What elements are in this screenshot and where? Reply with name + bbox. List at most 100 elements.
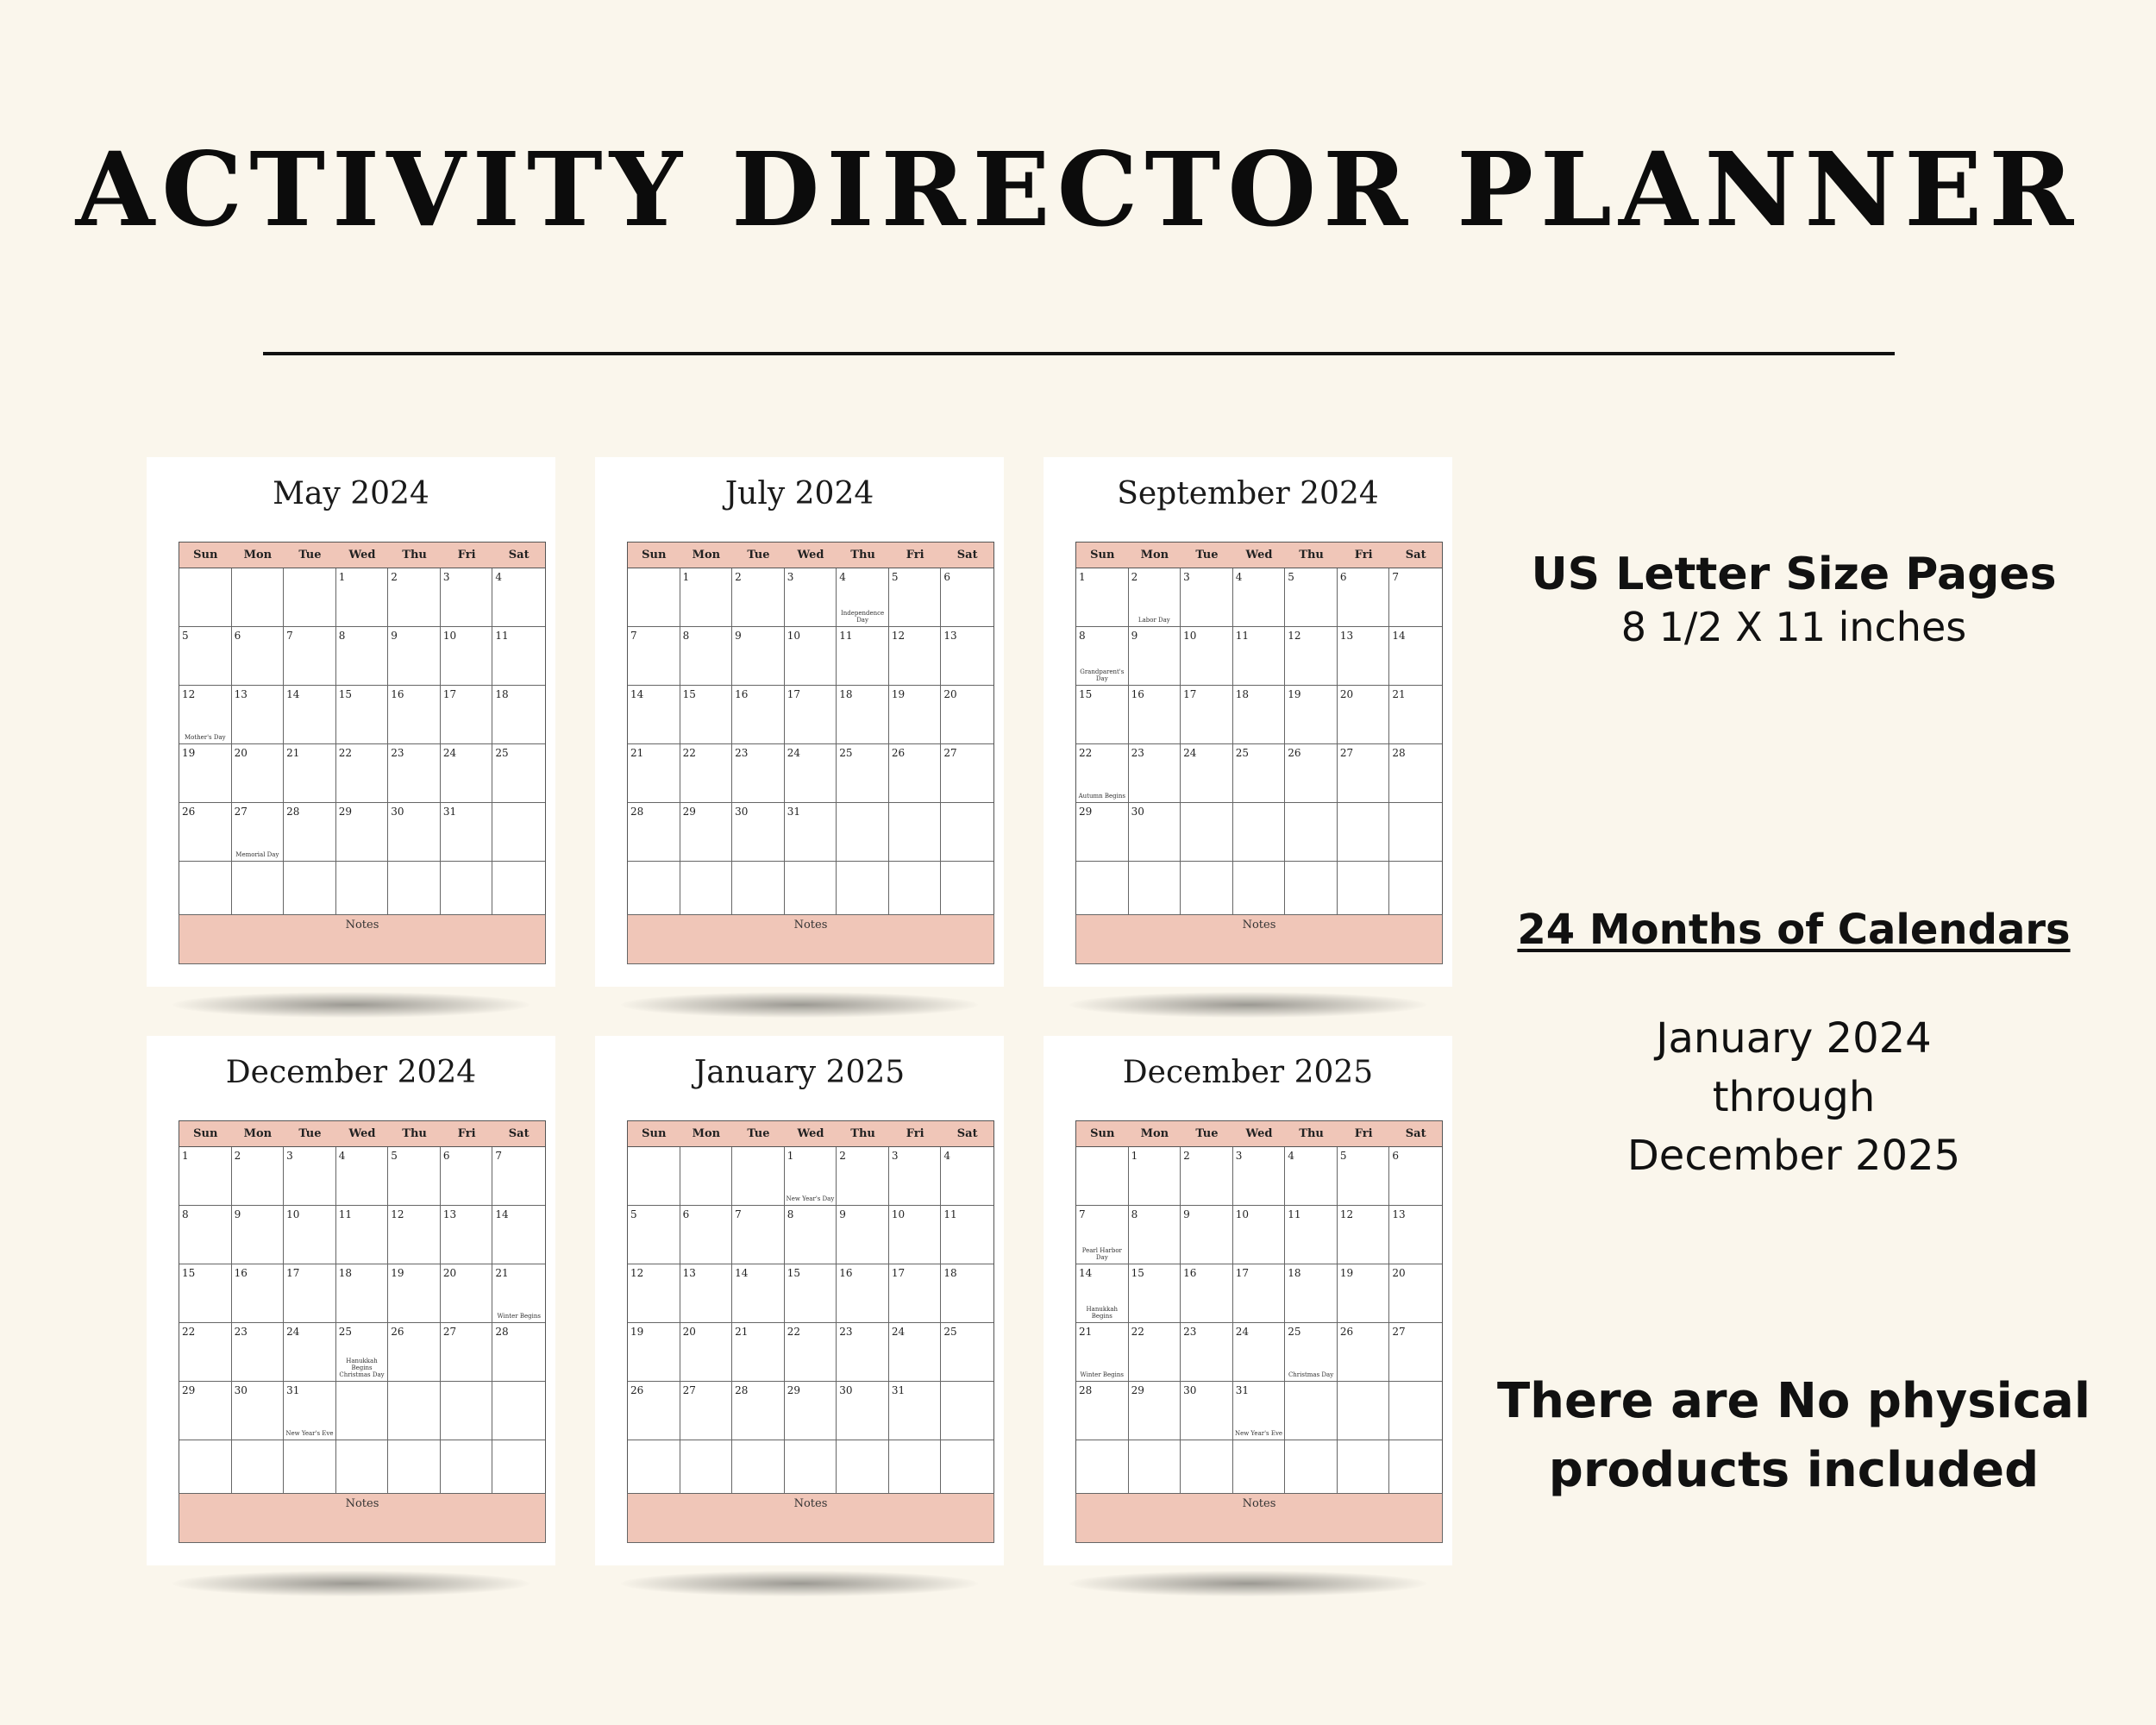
day-number: 28	[286, 806, 300, 818]
holiday-label: Grandparent's Day	[1080, 668, 1125, 682]
title-divider	[263, 352, 1895, 355]
day-number: 15	[787, 1267, 800, 1279]
day-number: 6	[1339, 571, 1347, 583]
day-number: 16	[1183, 1267, 1197, 1279]
day-number: 27	[234, 806, 248, 818]
disclaimer: There are No physical products included	[1483, 1367, 2104, 1505]
day-number: 9	[1131, 630, 1138, 642]
calendar-day-cell	[1233, 862, 1286, 920]
day-number: 31	[442, 806, 457, 818]
day-number: 12	[182, 688, 196, 700]
calendar-day-cell: 6	[941, 568, 993, 626]
day-number: 11	[1235, 630, 1249, 642]
day-number: 27	[442, 1326, 457, 1338]
calendar-day-cell	[179, 1440, 232, 1499]
calendar-day-cell: 25	[492, 744, 545, 802]
disclaimer-line-2: products included	[1548, 1442, 2040, 1498]
day-number: 8	[1079, 630, 1086, 642]
day-number: 2	[839, 1150, 846, 1162]
day-number: 4	[1235, 571, 1243, 583]
calendar-day-cell: 18	[492, 686, 545, 743]
day-number: 28	[1079, 1384, 1093, 1396]
day-number: 18	[495, 688, 509, 700]
calendar-week-row: 29 30 31 New Year's Eve	[179, 1382, 545, 1440]
day-number: 29	[182, 1384, 196, 1396]
day-number: 19	[891, 688, 906, 700]
calendar-week-row: 12 Mother's Day 13 14 15 16 17 18	[179, 686, 545, 744]
calendar-day-cell: 23	[837, 1323, 889, 1381]
day-number: 26	[391, 1326, 404, 1338]
calendar-day-cell: 28	[1076, 1382, 1129, 1440]
calendar-day-cell: 4	[492, 568, 545, 626]
day-number: 10	[891, 1208, 906, 1220]
day-number: 28	[630, 806, 644, 818]
notes-box: Notes	[1075, 914, 1443, 964]
calendar-day-cell: 12	[628, 1264, 680, 1322]
day-number: 29	[338, 806, 352, 818]
calendar-day-cell	[941, 803, 993, 861]
day-number: 19	[1339, 1267, 1354, 1279]
day-number: 10	[442, 630, 457, 642]
calendar-day-cell: 12	[1338, 1206, 1390, 1264]
calendar-week-row: 22 23 24 25 Hanukkah Begins Christmas Day 26 2…	[179, 1323, 545, 1382]
calendar-day-cell	[1338, 862, 1390, 920]
calendar-day-cell: 16	[1129, 686, 1181, 743]
calendar-day-cell: 22	[336, 744, 389, 802]
calendar-day-cell: 15	[336, 686, 389, 743]
weekday-header: Sun Mon Tue Wed Thu Fri Sat	[1076, 543, 1442, 568]
calendar-day-cell: 26	[1285, 744, 1338, 802]
day-number: 21	[735, 1326, 749, 1338]
weekday-label: Tue	[298, 1127, 322, 1140]
calendar-day-cell: 25	[837, 744, 889, 802]
calendar-day-cell: 8 Grandparent's Day	[1076, 627, 1129, 685]
day-number: 2	[391, 571, 398, 583]
day-number: 22	[1131, 1326, 1144, 1338]
calendar-day-cell: 18	[1285, 1264, 1338, 1322]
calendar-day-cell: 14	[284, 686, 336, 743]
calendar-day-cell: 29	[179, 1382, 232, 1440]
calendar-day-cell: 4	[941, 1147, 993, 1205]
calendar-day-cell: 11	[492, 627, 545, 685]
calendar-day-cell: 21	[628, 744, 680, 802]
calendar-day-cell	[1181, 862, 1233, 920]
calendar-day-cell: 29	[680, 803, 733, 861]
calendar-week-row: 7 8 9 10 11 12 13	[628, 627, 993, 686]
notes-label: Notes	[1242, 1497, 1276, 1510]
day-number: 15	[682, 688, 696, 700]
calendar-day-cell: 26	[628, 1382, 680, 1440]
day-number: 4	[1288, 1150, 1294, 1162]
calendar-day-cell: 24	[284, 1323, 336, 1381]
calendar-day-cell: 1	[336, 568, 389, 626]
weekday-header: Sun Mon Tue Wed Thu Fri Sat	[628, 1121, 993, 1147]
day-number: 30	[735, 806, 749, 818]
calendar-day-cell	[1076, 1440, 1129, 1499]
calendar-day-cell	[628, 1147, 680, 1205]
calendar-page: September 2024 Sun Mon Tue Wed Thu Fri Sat 1 2 Lab…	[1044, 457, 1452, 1018]
day-number: 23	[234, 1326, 248, 1338]
calendar-day-cell	[336, 1440, 389, 1499]
months-heading: 24 Months of Calendars	[1517, 906, 2071, 954]
day-number: 6	[682, 1208, 690, 1220]
calendar-day-cell: 11	[941, 1206, 993, 1264]
day-number: 8	[1131, 1208, 1138, 1220]
weekday-label: Fri	[457, 549, 476, 561]
calendar-week-row	[628, 862, 993, 920]
calendar-day-cell: 19	[889, 686, 942, 743]
day-number: 26	[1288, 747, 1301, 759]
calendar-week-row: 26 27 Memorial Day 28 29 30 31	[179, 803, 545, 862]
weekday-label: Sat	[508, 549, 530, 561]
weekday-label: Mon	[1140, 549, 1169, 561]
day-number: 16	[234, 1267, 248, 1279]
calendar-day-cell	[941, 1382, 993, 1440]
calendar-day-cell: 8	[179, 1206, 232, 1264]
weekday-label: Fri	[906, 1127, 924, 1140]
calendar-day-cell: 3	[284, 1147, 336, 1205]
calendar-day-cell: 15	[1129, 1264, 1181, 1322]
day-number: 23	[391, 747, 404, 759]
calendar-day-cell	[1181, 1440, 1233, 1499]
day-number: 17	[1235, 1267, 1249, 1279]
calendar-day-cell: 23	[1129, 744, 1181, 802]
calendar-day-cell: 16	[1181, 1264, 1233, 1322]
calendar-page: December 2025 Sun Mon Tue Wed Thu Fri Sat 1 2 3 4 5 6…	[1044, 1036, 1452, 1596]
day-number: 30	[234, 1384, 248, 1396]
